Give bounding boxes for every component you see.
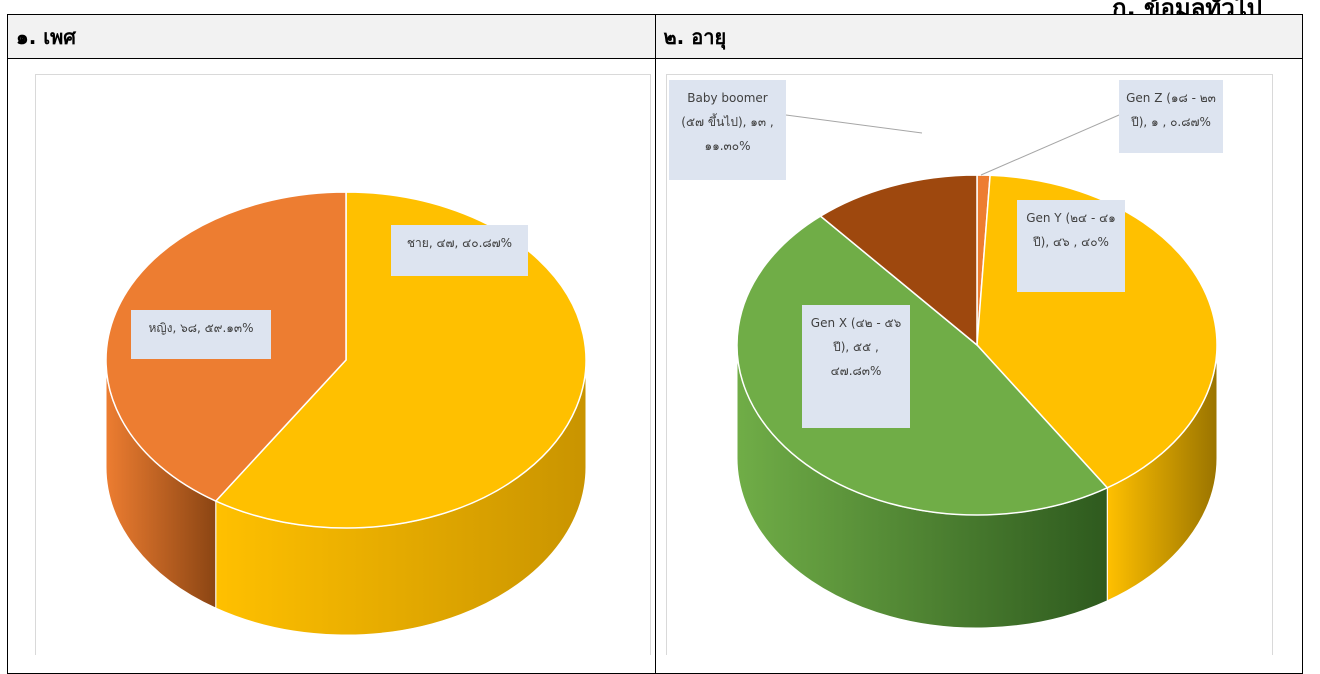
age-label-geny-box: [1016, 200, 1125, 292]
age-label-genx-text-1: ปี), ๕๕ ,: [832, 340, 878, 354]
age-slice-3: [818, 174, 978, 347]
age-label-boomer-text-1: (๕๗ ขึ้นไป), ๑๓ ,: [681, 113, 773, 129]
table-header-row: ๑. เพศ ๒. อายุ: [7, 14, 1303, 59]
age-label-genx-box: [801, 305, 910, 428]
age-heading: ๒. อายุ: [654, 14, 1303, 59]
age-label-genx-text-2: ๔๗.๘๓%: [830, 364, 881, 378]
age-label-boomer-leader: [785, 114, 922, 134]
gender-label-female-box: [131, 310, 271, 359]
age-label-genx-text-0: Gen X (๔๒ - ๕๖: [810, 316, 900, 330]
age-label-genz-text-1: ปี), ๑ , ๐.๘๗%: [1130, 115, 1210, 129]
age-chart-frame: Gen Z (๑๘ - ๒๓ปี), ๑ , ๐.๘๗% Gen Y (๒๔ - …: [665, 74, 1273, 655]
age-cell: Gen Z (๑๘ - ๒๓ปี), ๑ , ๐.๘๗% Gen Y (๒๔ - …: [654, 58, 1303, 674]
survey-table: ๑. เพศ ๒. อายุ หญิง, ๖๘, ๕๙.๑๓% ชาย, ๔๗, …: [7, 14, 1303, 674]
age-label-geny-text-1: ปี), ๔๖ , ๔๐%: [1032, 235, 1108, 249]
age-label-genz-leader: [980, 114, 1119, 176]
age-label-geny-text-0: Gen Y (๒๔ - ๔๑: [1026, 211, 1116, 225]
age-label-genz-box: [1118, 80, 1223, 153]
gender-label-female-text-0: หญิง, ๖๘, ๕๙.๑๓%: [148, 321, 253, 335]
age-slice-2: [735, 215, 1109, 516]
age-label-boomer-box: [668, 80, 786, 180]
age-pie-chart: Gen Z (๑๘ - ๒๓ปี), ๑ , ๐.๘๗% Gen Y (๒๔ - …: [668, 80, 1223, 629]
gender-label-male-text-0: ชาย, ๔๗, ๔๐.๘๗%: [407, 236, 512, 250]
table-chart-row: หญิง, ๖๘, ๕๙.๑๓% ชาย, ๔๗, ๔๐.๘๗% Gen Z (๑…: [7, 58, 1303, 674]
age-label-boomer-text-0: Baby boomer: [687, 91, 767, 105]
gender-label-male-box: [391, 225, 528, 276]
age-label-genz-text-0: Gen Z (๑๘ - ๒๓: [1126, 91, 1216, 105]
gender-pie-chart: หญิง, ๖๘, ๕๙.๑๓% ชาย, ๔๗, ๔๐.๘๗%: [105, 191, 587, 636]
gender-cell: หญิง, ๖๘, ๕๙.๑๓% ชาย, ๔๗, ๔๐.๘๗%: [7, 58, 656, 674]
age-label-boomer-text-2: ๑๑.๓๐%: [704, 139, 750, 153]
gender-chart-frame: หญิง, ๖๘, ๕๙.๑๓% ชาย, ๔๗, ๔๐.๘๗%: [35, 74, 651, 655]
gender-heading: ๑. เพศ: [7, 14, 656, 59]
